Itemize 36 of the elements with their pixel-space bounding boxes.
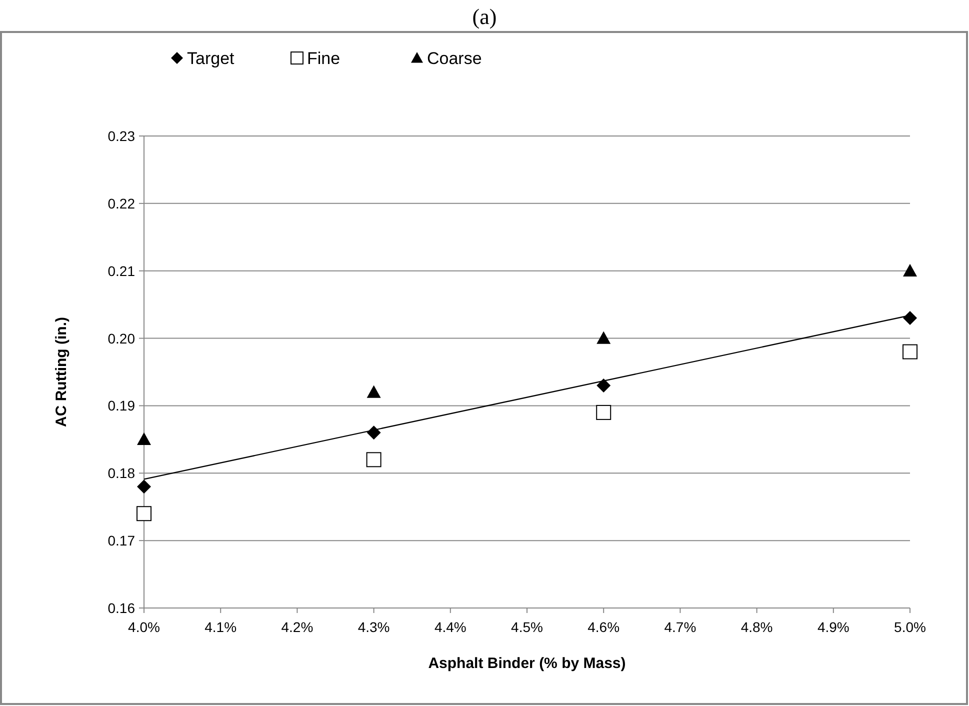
x-tick-label: 4.3% (358, 619, 390, 635)
x-tick-label: 4.4% (434, 619, 466, 635)
point (596, 404, 612, 420)
legend-label: Fine (307, 49, 340, 68)
point (366, 452, 382, 468)
point (137, 432, 151, 446)
point (596, 378, 611, 392)
x-tick-label: 4.5% (511, 619, 543, 635)
y-tick-label: 0.16 (108, 600, 136, 616)
x-tick-label: 4.2% (281, 619, 314, 635)
x-tick-label: 4.6% (588, 619, 620, 635)
point (902, 344, 918, 360)
y-tick-label: 0.22 (108, 195, 136, 212)
legend-label: Target (187, 49, 235, 68)
x-tick-label: 5.0% (894, 619, 926, 635)
legend-label: Coarse (427, 49, 482, 68)
x-tick-label: 4.7% (664, 619, 696, 635)
point (903, 264, 917, 276)
y-tick-label: 0.23 (108, 128, 136, 144)
x-tick-label: 4.1% (204, 619, 237, 635)
x-tick-label: 4.0% (128, 619, 160, 635)
y-axis-title: AC Rutting (in.) (53, 317, 70, 427)
x-tick-label: 4.8% (740, 619, 773, 635)
y-tick-label: 0.18 (108, 465, 136, 482)
x-tick-label: 4.9% (817, 619, 850, 635)
point (596, 331, 611, 344)
point (366, 385, 381, 398)
point (137, 480, 151, 494)
y-tick-label: 0.19 (108, 398, 136, 414)
y-tick-label: 0.17 (108, 532, 136, 549)
chart-title: (a) (472, 4, 497, 29)
y-tick-label: 0.21 (108, 262, 136, 279)
y-tick-label: 0.20 (108, 330, 136, 346)
x-axis-title: Asphalt Binder (% by Mass) (428, 655, 626, 672)
point (136, 506, 152, 522)
point (903, 311, 917, 326)
